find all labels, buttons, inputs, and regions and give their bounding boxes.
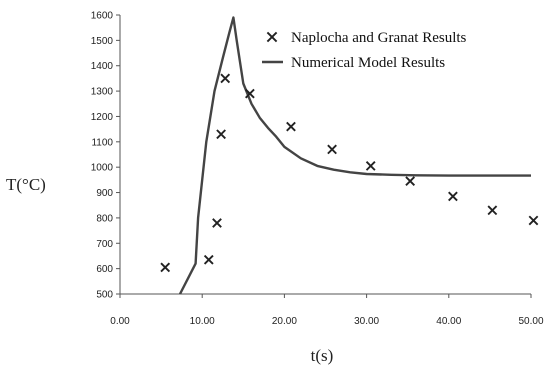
data-point-marker <box>405 176 416 187</box>
legend-label-experimental: Naplocha and Granat Results <box>291 30 467 46</box>
x-tick-labels: 0.00 10.00 20.00 30.00 40.00 50.00 <box>110 294 544 327</box>
data-point-marker <box>220 73 231 84</box>
legend: Naplocha and Granat Results Numerical Mod… <box>262 30 467 71</box>
x-tick-label: 30.00 <box>354 316 379 327</box>
y-tick-label: 1500 <box>91 36 114 47</box>
x-tick-label: 0.00 <box>110 316 130 327</box>
x-tick-label: 20.00 <box>272 316 297 327</box>
y-tick-label: 1100 <box>91 137 113 148</box>
y-tick-label: 1400 <box>91 61 114 72</box>
data-point-marker <box>216 129 226 140</box>
data-point-marker <box>327 144 337 155</box>
data-point-marker <box>365 161 376 171</box>
data-point-marker <box>245 88 255 99</box>
x-tick-label: 40.00 <box>436 316 461 327</box>
y-tick-label: 1300 <box>91 87 114 98</box>
data-point-marker <box>286 121 296 132</box>
legend-marker-icon <box>266 31 278 43</box>
y-tick-label: 1200 <box>91 112 114 123</box>
y-tick-label: 500 <box>96 290 113 301</box>
plot-area <box>119 15 531 295</box>
y-tick-label: 600 <box>96 264 113 275</box>
y-tick-label: 900 <box>96 188 113 199</box>
y-tick-label: 1600 <box>91 11 114 22</box>
x-axis-title: t(s) <box>311 346 334 365</box>
legend-label-numerical: Numerical Model Results <box>291 55 445 71</box>
x-tick-label: 10.00 <box>190 316 215 327</box>
data-point-marker <box>528 215 539 226</box>
y-tick-label: 700 <box>96 239 113 250</box>
data-point-marker <box>448 191 458 202</box>
x-tick-label: 50.00 <box>518 316 543 327</box>
series-layer <box>160 16 539 295</box>
data-point-marker <box>487 205 498 216</box>
data-point-marker <box>212 218 222 228</box>
data-point-marker <box>203 254 214 265</box>
y-axis-title: T(°C) <box>6 175 46 194</box>
data-point-marker <box>160 262 171 273</box>
y-tick-labels: 500 600 700 800 900 1000 1100 1200 1300 1400 1500 1… <box>91 11 120 301</box>
y-tick-label: 1000 <box>91 163 114 174</box>
numerical-model-line <box>178 16 531 295</box>
y-tick-label: 800 <box>96 213 113 224</box>
